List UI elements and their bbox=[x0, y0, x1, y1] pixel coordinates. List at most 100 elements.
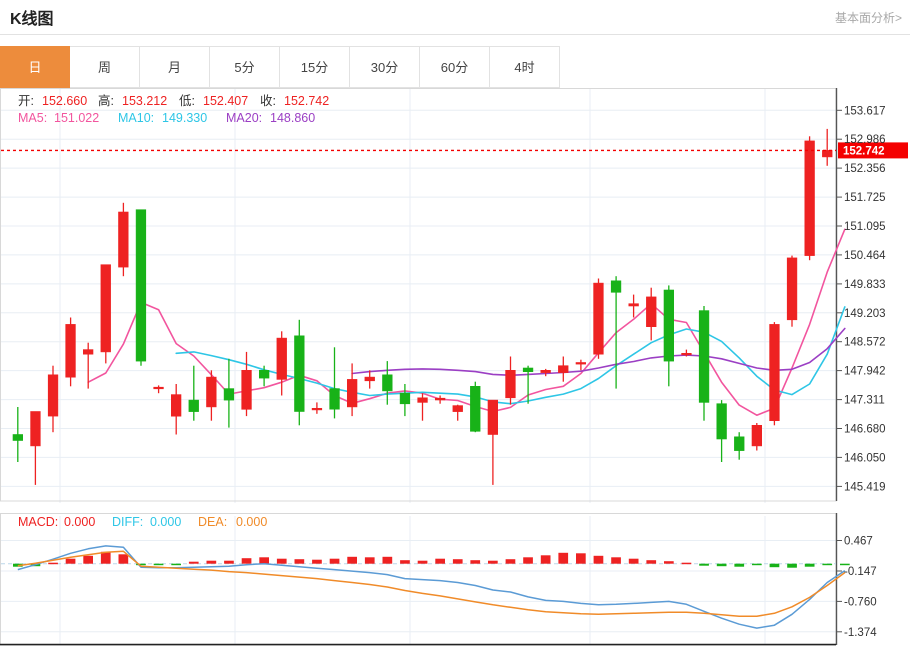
macd-hist-bar-35 bbox=[628, 558, 639, 564]
macd-hist-bar-41 bbox=[734, 563, 745, 567]
macd-hist-bar-5 bbox=[100, 551, 111, 564]
candle-body-28 bbox=[505, 369, 516, 399]
macd-hist-bar-22 bbox=[400, 560, 410, 564]
macd-axis-label-2: -0.760 bbox=[844, 596, 877, 608]
candle-body-6 bbox=[118, 211, 129, 268]
macd-hist-bar-45 bbox=[804, 563, 815, 567]
ma-legend-ma20-label: MA20: bbox=[226, 111, 262, 125]
macd-legend-dea-value: 0.000 bbox=[236, 515, 267, 529]
period-tab-5[interactable]: 30分 bbox=[350, 46, 420, 88]
ohlc-legend-low-label: 低: bbox=[179, 94, 195, 108]
period-tab-label: 月 bbox=[167, 60, 181, 75]
candle-body-33 bbox=[593, 282, 604, 355]
macd-hist-bar-6 bbox=[118, 554, 129, 564]
macd-hist-bar-8 bbox=[153, 563, 164, 566]
candle-body-12 bbox=[223, 388, 235, 401]
header-divider bbox=[0, 34, 910, 35]
macd-series bbox=[1, 545, 850, 629]
ohlc-legend-open-label: 开: bbox=[18, 94, 34, 108]
price-axis-label-7: 149.203 bbox=[844, 308, 886, 320]
macd-hist-bar-39 bbox=[699, 563, 709, 566]
macd-hist-bar-40 bbox=[716, 563, 727, 567]
macd-legend-macd-value: 0.000 bbox=[64, 515, 95, 529]
ohlc-legend-low-value: 152.407 bbox=[203, 94, 248, 108]
ohlc-legend-high-value: 153.212 bbox=[122, 94, 167, 108]
period-tab-4[interactable]: 15分 bbox=[280, 46, 350, 88]
macd-hist-bar-46 bbox=[822, 563, 833, 566]
ma-legend-ma10-value: 149.330 bbox=[162, 111, 207, 125]
candle-body-21 bbox=[382, 374, 393, 392]
macd-hist-bar-36 bbox=[646, 560, 657, 564]
macd-hist-bar-31 bbox=[558, 552, 569, 564]
macd-axis-labels: 0.467 -0.147 -0.760 -1.374 bbox=[837, 536, 877, 639]
period-tab-7[interactable]: 4时 bbox=[490, 46, 560, 88]
macd-hist-bar-24 bbox=[435, 558, 445, 564]
candle-body-22 bbox=[399, 392, 411, 405]
macd-hist-bar-30 bbox=[540, 555, 551, 564]
period-tab-1[interactable]: 周 bbox=[70, 46, 140, 88]
candle-body-17 bbox=[311, 407, 323, 411]
ma-legend-ma5-label: MA5: bbox=[18, 111, 47, 125]
period-tab-label: 15分 bbox=[300, 60, 329, 75]
period-tab-label: 日 bbox=[28, 60, 42, 75]
ohlc-legend-high-label: 高: bbox=[98, 93, 114, 108]
ohlc-legend-close-value: 152.742 bbox=[284, 94, 329, 108]
period-tab-label: 4时 bbox=[514, 60, 535, 75]
macd-hist-bar-29 bbox=[523, 557, 533, 564]
price-axis-label-11: 146.680 bbox=[844, 424, 886, 436]
ma-legend-ma10-label: MA10: bbox=[118, 111, 154, 125]
candle-body-25 bbox=[452, 405, 463, 412]
candle-body-37 bbox=[663, 289, 674, 362]
macd-hist-bar-38 bbox=[681, 562, 692, 565]
candle-body-45 bbox=[804, 140, 815, 256]
candle-body-30 bbox=[540, 369, 551, 373]
price-axis-label-13: 145.419 bbox=[844, 481, 886, 493]
period-tab-2[interactable]: 月 bbox=[140, 46, 210, 88]
macd-line-dea bbox=[17, 550, 846, 617]
candle-body-13 bbox=[241, 369, 252, 410]
ohlc-legend-open-value: 152.660 bbox=[42, 94, 87, 108]
price-axis-label-10: 147.311 bbox=[844, 395, 885, 407]
price-axis-label-8: 148.572 bbox=[844, 337, 886, 349]
candle-body-7 bbox=[135, 209, 147, 362]
macd-axis-label-0: 0.467 bbox=[844, 536, 873, 548]
candle-body-0 bbox=[12, 434, 23, 441]
macd-legend-dea-label: DEA: bbox=[198, 515, 227, 529]
period-tab-6[interactable]: 60分 bbox=[420, 46, 490, 88]
chart-area[interactable]: 152.742 153.617 152.986 152.356 151.725 151.0… bbox=[0, 88, 910, 646]
candle-body-19 bbox=[346, 379, 358, 408]
candle-body-46 bbox=[822, 150, 833, 158]
price-axis-label-4: 151.095 bbox=[844, 221, 886, 233]
page-title: K线图 bbox=[10, 11, 54, 28]
ma-lines bbox=[87, 228, 846, 416]
ma-line-ma20 bbox=[351, 327, 846, 377]
macd-hist-bar-34 bbox=[611, 557, 621, 564]
price-axis-labels: 153.617 152.986 152.356 151.725 151.095 150.4… bbox=[837, 105, 886, 493]
macd-hist-bar-42 bbox=[752, 563, 762, 566]
period-tab-0[interactable]: 日 bbox=[0, 46, 70, 88]
candle-body-10 bbox=[188, 399, 199, 412]
macd-hist-bar-13 bbox=[241, 558, 252, 564]
candle-body-8 bbox=[153, 386, 164, 390]
fundamental-analysis-link[interactable]: 基本面分析> bbox=[834, 11, 902, 25]
candle-body-15 bbox=[276, 337, 287, 380]
price-axis-label-3: 151.725 bbox=[844, 192, 886, 204]
macd-hist-bar-23 bbox=[417, 560, 428, 564]
ohlc-legend-close-label: 收: bbox=[260, 94, 276, 108]
macd-hist-bar-3 bbox=[65, 558, 76, 564]
macd-hist-bar-9 bbox=[171, 563, 181, 566]
candlesticks bbox=[12, 128, 833, 485]
macd-hist-bar-10 bbox=[188, 561, 199, 564]
kline-chart-svg[interactable]: 152.742 153.617 152.986 152.356 151.725 151.0… bbox=[0, 88, 910, 646]
last-price-marker: 152.742 bbox=[1, 142, 908, 159]
macd-hist-bar-4 bbox=[83, 555, 93, 564]
candle-body-2 bbox=[47, 374, 59, 417]
candle-body-26 bbox=[470, 385, 481, 432]
period-tab-3[interactable]: 5分 bbox=[210, 46, 280, 88]
candle-body-1 bbox=[30, 411, 41, 447]
candle-body-38 bbox=[681, 352, 692, 356]
period-tabbar: 日 周 月 5分 15分 30分 60分 4时 bbox=[0, 46, 560, 88]
legend-overlay: 开: 152.660 高: 153.212 低: 152.407 收: 152.742 MA5:… bbox=[18, 93, 329, 529]
candle-body-23 bbox=[417, 397, 428, 403]
